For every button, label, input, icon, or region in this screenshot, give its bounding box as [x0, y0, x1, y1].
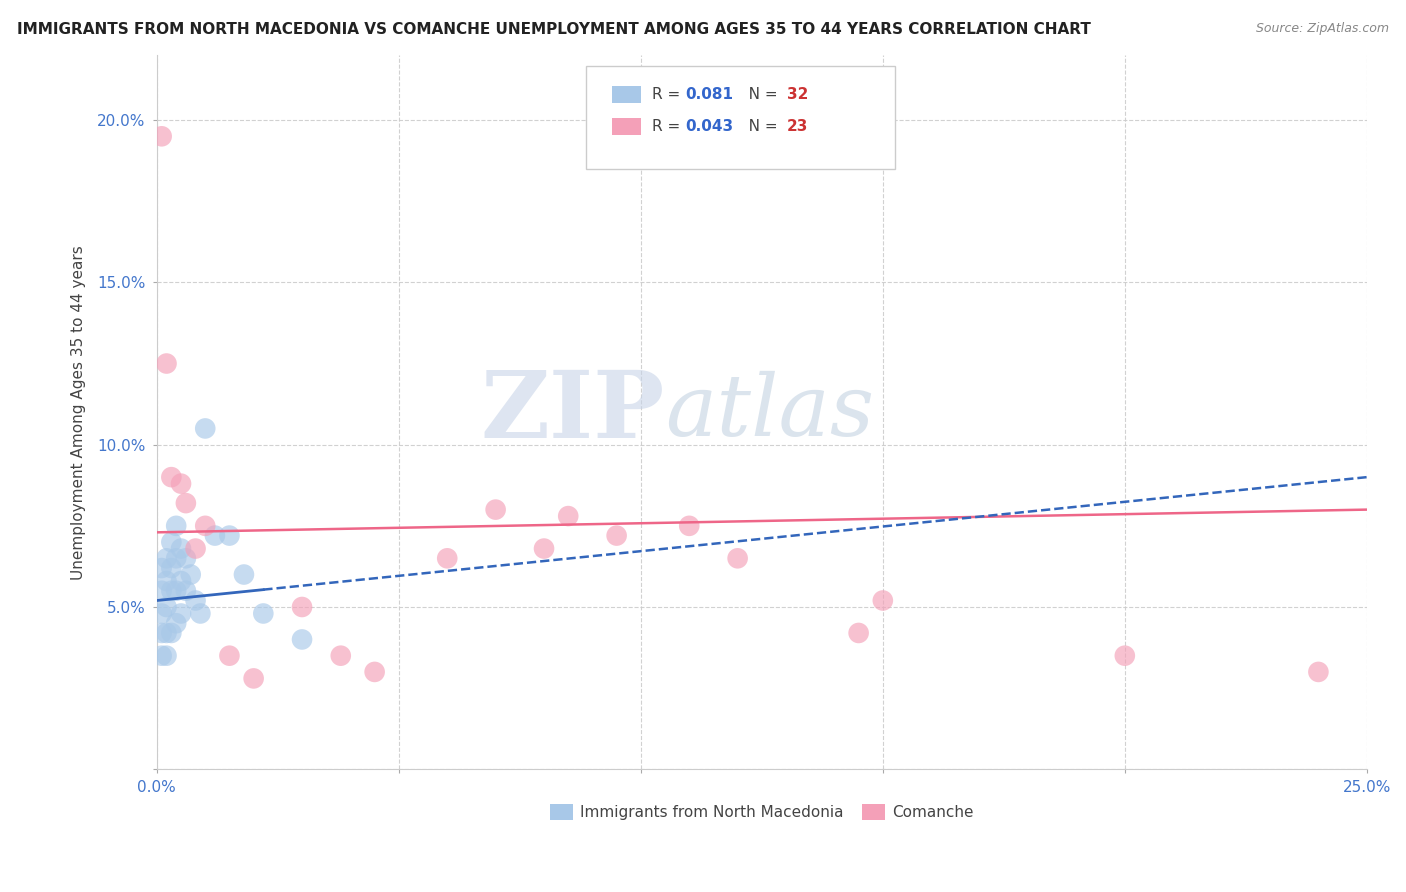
- Point: [150, 583, 173, 598]
- Text: IMMIGRANTS FROM NORTH MACEDONIA VS COMANCHE UNEMPLOYMENT AMONG AGES 35 TO 44 YEA: IMMIGRANTS FROM NORTH MACEDONIA VS COMAN…: [17, 22, 1091, 37]
- FancyBboxPatch shape: [612, 86, 641, 103]
- Point: [170, 541, 193, 556]
- Point: [160, 561, 183, 575]
- Point: [242, 672, 264, 686]
- Point: [150, 648, 173, 663]
- Point: [436, 551, 458, 566]
- Point: [184, 541, 207, 556]
- Point: [180, 567, 202, 582]
- Point: [174, 583, 197, 598]
- Text: R =: R =: [652, 119, 685, 134]
- FancyBboxPatch shape: [586, 66, 896, 169]
- Text: R =: R =: [652, 87, 685, 102]
- Point: [165, 519, 187, 533]
- Text: Source: ZipAtlas.com: Source: ZipAtlas.com: [1256, 22, 1389, 36]
- Text: 23: 23: [787, 119, 808, 134]
- Point: [204, 528, 226, 542]
- Point: [150, 561, 173, 575]
- Point: [363, 665, 385, 679]
- Point: [727, 551, 749, 566]
- Point: [557, 509, 579, 524]
- Point: [170, 607, 193, 621]
- Text: 0.043: 0.043: [686, 119, 734, 134]
- Point: [233, 567, 256, 582]
- Text: atlas: atlas: [665, 371, 875, 453]
- Point: [606, 528, 628, 542]
- Point: [218, 528, 240, 542]
- Point: [155, 648, 177, 663]
- Legend: Immigrants from North Macedonia, Comanche: Immigrants from North Macedonia, Comanch…: [544, 797, 980, 826]
- Point: [678, 519, 700, 533]
- Point: [174, 551, 197, 566]
- Point: [194, 421, 217, 435]
- Point: [155, 357, 177, 371]
- FancyBboxPatch shape: [612, 118, 641, 135]
- Point: [485, 502, 508, 516]
- Point: [252, 607, 274, 621]
- Point: [165, 583, 187, 598]
- Point: [329, 648, 352, 663]
- Point: [174, 496, 197, 510]
- Text: 0.081: 0.081: [686, 87, 734, 102]
- Point: [165, 551, 187, 566]
- Point: [150, 626, 173, 640]
- Point: [184, 593, 207, 607]
- Point: [291, 632, 314, 647]
- Text: N =: N =: [734, 87, 783, 102]
- Point: [150, 607, 173, 621]
- Point: [848, 626, 870, 640]
- Point: [150, 129, 173, 144]
- Point: [160, 535, 183, 549]
- Point: [170, 476, 193, 491]
- Point: [190, 607, 212, 621]
- Point: [160, 626, 183, 640]
- Point: [1114, 648, 1136, 663]
- Point: [155, 551, 177, 566]
- Y-axis label: Unemployment Among Ages 35 to 44 years: Unemployment Among Ages 35 to 44 years: [72, 244, 86, 580]
- Point: [160, 470, 183, 484]
- Text: ZIP: ZIP: [481, 368, 665, 458]
- Point: [155, 626, 177, 640]
- Text: 32: 32: [787, 87, 808, 102]
- Text: N =: N =: [734, 119, 783, 134]
- Point: [194, 519, 217, 533]
- Point: [170, 574, 193, 588]
- Point: [872, 593, 894, 607]
- Point: [165, 616, 187, 631]
- Point: [155, 599, 177, 614]
- Point: [160, 583, 183, 598]
- Point: [533, 541, 555, 556]
- Point: [1308, 665, 1330, 679]
- Point: [155, 574, 177, 588]
- Point: [218, 648, 240, 663]
- Point: [291, 599, 314, 614]
